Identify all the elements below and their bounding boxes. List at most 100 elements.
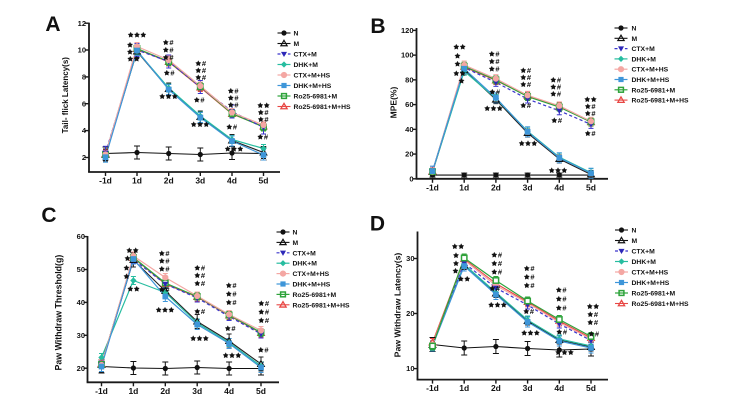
svg-text:C: C (41, 204, 56, 227)
svg-text:80: 80 (405, 75, 413, 84)
svg-text:M: M (632, 238, 638, 245)
svg-text:120: 120 (401, 26, 414, 35)
svg-text:#: # (202, 73, 207, 82)
svg-text:#: # (557, 83, 562, 92)
svg-text:1d: 1d (459, 182, 469, 192)
svg-text:4d: 4d (224, 386, 234, 396)
svg-text:B: B (370, 15, 385, 38)
svg-text:4d: 4d (554, 182, 564, 192)
svg-text:CTX+M+HS: CTX+M+HS (293, 271, 330, 278)
svg-text:M: M (632, 36, 638, 43)
svg-text:#: # (594, 318, 599, 327)
svg-text:#: # (591, 109, 596, 118)
svg-text:#: # (527, 73, 532, 82)
svg-text:30: 30 (77, 331, 85, 340)
svg-text:2d: 2d (160, 386, 170, 396)
svg-text:#: # (527, 66, 532, 75)
svg-text:4d: 4d (554, 383, 564, 393)
svg-text:N: N (293, 230, 298, 237)
svg-text:#: # (495, 57, 500, 66)
svg-text:0: 0 (409, 174, 413, 183)
svg-text:60: 60 (77, 232, 85, 241)
svg-text:#: # (498, 251, 503, 260)
svg-text:#: # (562, 304, 567, 313)
svg-text:2d: 2d (491, 383, 501, 393)
svg-text:Tail- flick Latency(s): Tail- flick Latency(s) (61, 57, 70, 134)
svg-text:DHK+M: DHK+M (632, 259, 657, 266)
svg-text:#: # (265, 308, 270, 317)
svg-text:#: # (165, 285, 170, 294)
svg-text:20: 20 (77, 364, 85, 373)
svg-text:#: # (165, 265, 170, 274)
svg-text:-1d: -1d (426, 182, 439, 192)
svg-text:50: 50 (77, 265, 85, 274)
svg-text:Ro25-6981+M: Ro25-6981+M (294, 94, 338, 101)
svg-text:DHK+M+HS: DHK+M+HS (632, 280, 670, 287)
svg-text:1d: 1d (132, 176, 142, 186)
svg-text:30: 30 (406, 254, 414, 263)
svg-text:4: 4 (82, 126, 87, 135)
svg-text:#: # (165, 249, 170, 258)
svg-text:CTX+M: CTX+M (294, 52, 318, 59)
svg-text:10: 10 (406, 364, 414, 373)
svg-text:#: # (202, 59, 207, 68)
svg-text:#: # (527, 80, 532, 89)
svg-text:Ro25-6981+M: Ro25-6981+M (293, 292, 337, 299)
svg-text:#: # (169, 46, 174, 55)
svg-text:DHK+M+HS: DHK+M+HS (632, 77, 670, 84)
svg-text:#: # (231, 324, 236, 333)
svg-text:#: # (264, 108, 269, 117)
svg-text:1d: 1d (128, 386, 138, 396)
svg-text:#: # (498, 259, 503, 268)
svg-text:3d: 3d (195, 176, 205, 186)
svg-text:DHK+M: DHK+M (632, 56, 657, 63)
svg-text:#: # (234, 87, 239, 96)
svg-text:100: 100 (401, 51, 414, 60)
svg-text:2: 2 (82, 153, 86, 162)
svg-text:#: # (495, 50, 500, 59)
svg-text:5d: 5d (586, 383, 596, 393)
svg-text:#: # (562, 286, 567, 295)
svg-text:#: # (169, 53, 174, 62)
svg-text:4d: 4d (227, 176, 237, 186)
svg-text:MPE(%): MPE(%) (389, 87, 399, 119)
svg-text:#: # (201, 271, 206, 280)
svg-text:#: # (591, 102, 596, 111)
svg-text:DHK+M+HS: DHK+M+HS (294, 83, 332, 90)
svg-text:#: # (232, 281, 237, 290)
svg-text:#: # (201, 279, 206, 288)
svg-text:-1d: -1d (426, 383, 439, 393)
svg-text:#: # (558, 116, 563, 125)
svg-text:#: # (530, 307, 535, 316)
svg-text:2d: 2d (164, 176, 174, 186)
svg-text:10: 10 (78, 46, 86, 55)
svg-text:#: # (498, 268, 503, 277)
svg-text:M: M (294, 41, 300, 48)
svg-text:5d: 5d (256, 386, 266, 396)
svg-text:#: # (234, 101, 239, 110)
svg-text:#: # (496, 284, 501, 293)
svg-text:#: # (264, 115, 269, 124)
svg-text:#: # (233, 123, 238, 132)
svg-text:N: N (632, 228, 637, 235)
svg-text:Ro25-6981+M: Ro25-6981+M (632, 291, 676, 298)
svg-text:#: # (232, 298, 237, 307)
svg-text:#: # (264, 133, 269, 142)
svg-text:DHK+M+HS: DHK+M+HS (293, 282, 331, 289)
svg-text:CTX+M: CTX+M (632, 46, 656, 53)
svg-text:2d: 2d (491, 182, 501, 192)
svg-text:8: 8 (82, 73, 86, 82)
svg-text:CTX+M+HS: CTX+M+HS (632, 270, 669, 277)
svg-text:#: # (232, 290, 237, 299)
svg-text:-1d: -1d (95, 386, 108, 396)
svg-text:Ro25-6981+M+HS: Ro25-6981+M+HS (293, 302, 351, 309)
svg-text:D: D (370, 213, 385, 236)
svg-text:#: # (200, 96, 205, 105)
svg-text:#: # (530, 264, 535, 273)
svg-text:20: 20 (405, 150, 413, 159)
svg-text:#: # (201, 264, 206, 273)
svg-text:#: # (495, 65, 500, 74)
svg-text:1d: 1d (459, 383, 469, 393)
svg-text:#: # (234, 94, 239, 103)
svg-text:Ro25-6981+M+HS: Ro25-6981+M+HS (294, 104, 352, 111)
